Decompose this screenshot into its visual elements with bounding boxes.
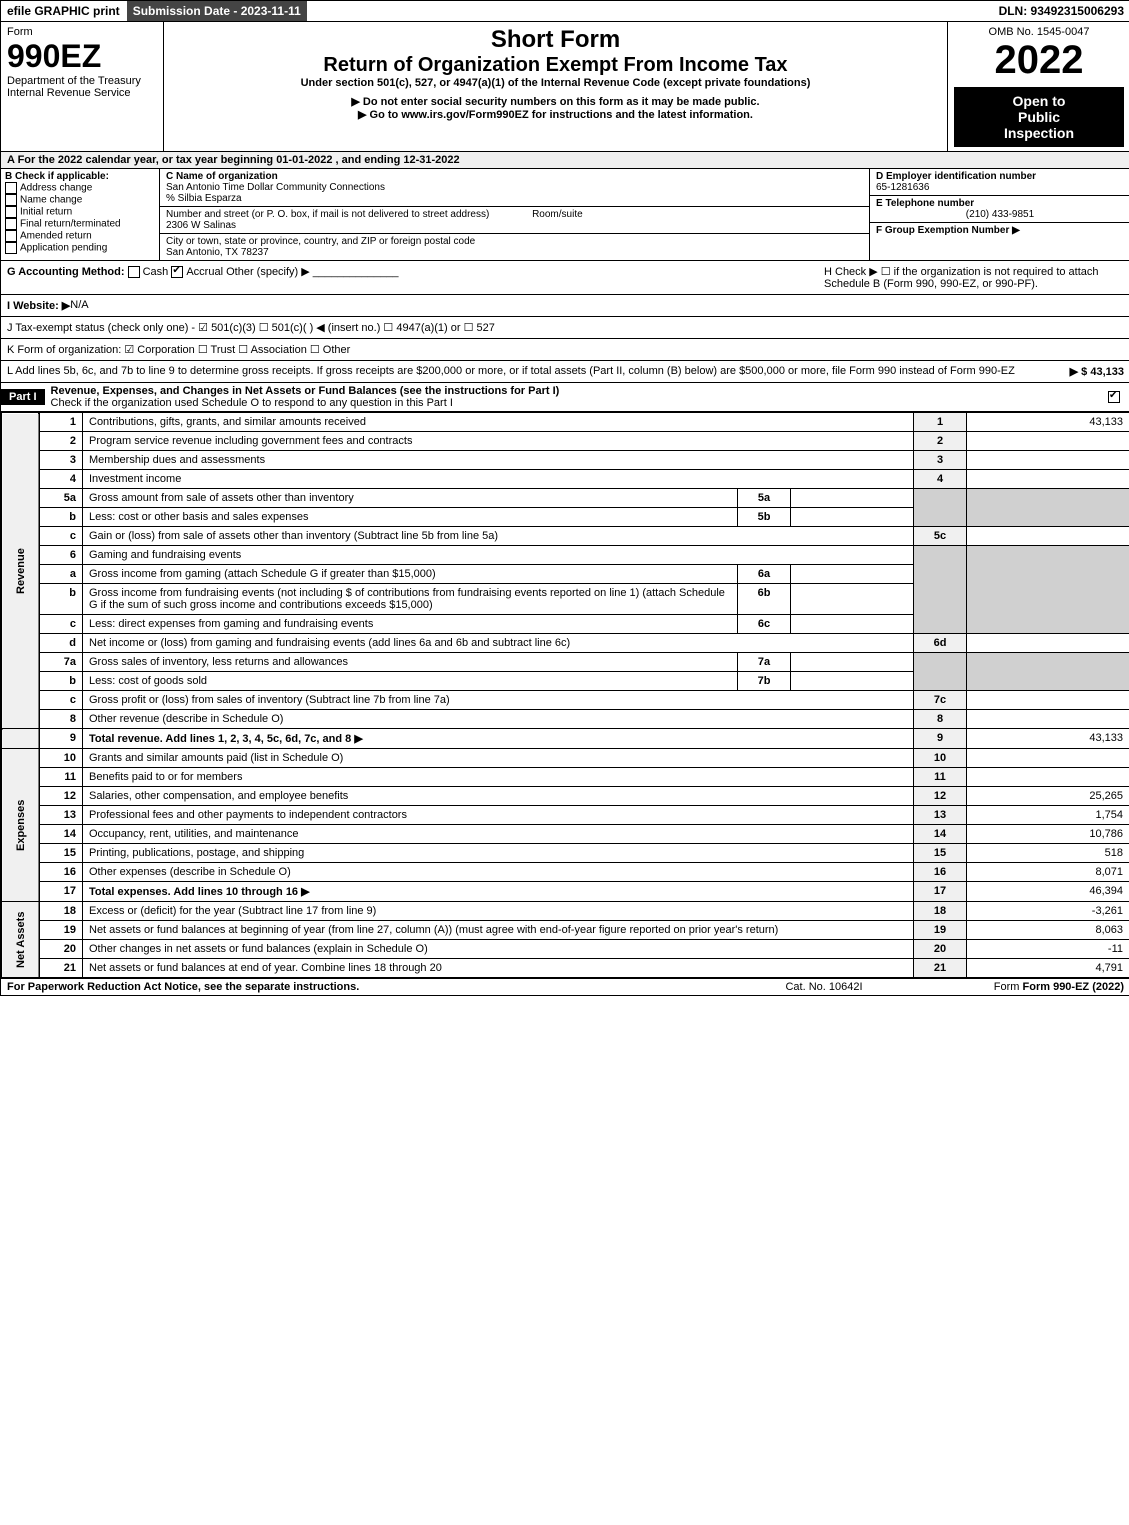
check-address[interactable]: Address change [5,182,155,194]
c-street-block: Number and street (or P. O. box, if mail… [160,207,869,234]
room-label: Room/suite [532,209,583,220]
i-label: I Website: ▶ [7,299,70,312]
c-city-label: City or town, state or province, country… [166,236,475,247]
l-amount: ▶ $ 43,133 [1070,365,1124,378]
col-c: C Name of organization San Antonio Time … [160,169,870,260]
inspection-box: Open to Public Inspection [954,87,1124,147]
title-return: Return of Organization Exempt From Incom… [170,54,941,77]
l-text: L Add lines 5b, 6c, and 7b to line 9 to … [7,365,1070,378]
inspection-line2: Public [960,109,1118,125]
inspection-line3: Inspection [960,125,1118,141]
street-address: 2306 W Salinas [166,220,236,231]
form-word: Form [7,26,157,38]
part1-label: Part I [1,389,45,405]
f-label: F Group Exemption Number ▶ [876,225,1020,236]
col-b: B Check if applicable: Address change Na… [1,169,160,260]
dept-line2: Internal Revenue Service [7,87,157,99]
l-row: L Add lines 5b, 6c, and 7b to line 9 to … [1,361,1129,383]
header-left: Form 990EZ Department of the Treasury In… [1,22,164,151]
submission-date: Submission Date - 2023-11-11 [127,1,308,21]
b-title: B Check if applicable: [5,171,155,182]
e-phone-block: E Telephone number (210) 433-9851 [870,196,1129,223]
ein-value: 65-1281636 [876,182,929,193]
ssn-warning: ▶ Do not enter social security numbers o… [170,95,941,108]
title-short-form: Short Form [170,26,941,54]
header-row: Form 990EZ Department of the Treasury In… [1,22,1129,152]
tax-year: 2022 [954,38,1124,83]
website-value: N/A [70,299,88,312]
check-final[interactable]: Final return/terminated [5,218,155,230]
e-label: E Telephone number [876,198,974,209]
efile-label: efile GRAPHIC print [1,1,127,21]
side-revenue: Revenue [2,413,40,729]
f-group-block: F Group Exemption Number ▶ [870,223,1129,238]
gh-row: G Accounting Method: Cash Accrual Other … [1,261,1129,295]
top-spacer [308,1,993,21]
subtitle: Under section 501(c), 527, or 4947(a)(1)… [170,77,941,89]
c-name-label: C Name of organization [166,171,278,182]
goto-link[interactable]: ▶ Go to www.irs.gov/Form990EZ for instru… [170,108,941,121]
bc-row: B Check if applicable: Address change Na… [1,169,1129,261]
check-initial[interactable]: Initial return [5,206,155,218]
line-num: 1 [39,413,83,432]
schedule-o-checkbox[interactable] [1108,391,1120,403]
check-amended[interactable]: Amended return [5,230,155,242]
phone-value: (210) 433-9851 [876,209,1124,220]
city-state-zip: San Antonio, TX 78237 [166,247,269,258]
footer-right: Form Form 990-EZ (2022) [924,981,1124,993]
form-number: 990EZ [7,38,157,75]
section-a: A For the 2022 calendar year, or tax yea… [1,152,1129,169]
col-d: D Employer identification number 65-1281… [870,169,1129,260]
header-right: OMB No. 1545-0047 2022 Open to Public In… [948,22,1129,151]
i-row: I Website: ▶ N/A [1,295,1129,317]
cash-checkbox[interactable] [128,266,140,278]
line-ref: 1 [914,413,967,432]
c-city-block: City or town, state or province, country… [160,234,869,260]
omb-number: OMB No. 1545-0047 [954,26,1124,38]
side-expenses: Expenses [2,749,40,902]
part1-row: Part I Revenue, Expenses, and Changes in… [1,383,1129,412]
c-name-block: C Name of organization San Antonio Time … [160,169,869,207]
check-name[interactable]: Name change [5,194,155,206]
check-pending[interactable]: Application pending [5,242,155,254]
care-of: % Silbia Esparza [166,193,242,204]
top-bar: efile GRAPHIC print Submission Date - 20… [1,1,1129,22]
footer-mid: Cat. No. 10642I [724,981,924,993]
d-label: D Employer identification number [876,171,1036,182]
part1-title: Revenue, Expenses, and Changes in Net As… [45,383,1108,411]
footer-row: For Paperwork Reduction Act Notice, see … [1,978,1129,995]
d-ein-block: D Employer identification number 65-1281… [870,169,1129,196]
lines-table: Revenue 1 Contributions, gifts, grants, … [1,412,1129,978]
c-street-label: Number and street (or P. O. box, if mail… [166,209,489,220]
line-desc: Contributions, gifts, grants, and simila… [83,413,914,432]
j-row: J Tax-exempt status (check only one) - ☑… [1,317,1129,339]
accrual-checkbox[interactable] [171,266,183,278]
g-label: G Accounting Method: [7,266,125,278]
other-specify: Other (specify) ▶ [226,266,310,278]
footer-left: For Paperwork Reduction Act Notice, see … [7,981,724,993]
dept-line1: Department of the Treasury [7,75,157,87]
g-block: G Accounting Method: Cash Accrual Other … [7,265,824,290]
part1-check: Check if the organization used Schedule … [51,397,453,409]
org-name: San Antonio Time Dollar Community Connec… [166,182,385,193]
inspection-line1: Open to [960,93,1118,109]
line-amount: 43,133 [967,413,1129,432]
dln-label: DLN: 93492315006293 [993,1,1129,21]
header-center: Short Form Return of Organization Exempt… [164,22,948,151]
h-block: H Check ▶ ☐ if the organization is not r… [824,265,1124,290]
k-row: K Form of organization: ☑ Corporation ☐ … [1,339,1129,361]
side-netassets: Net Assets [2,902,40,978]
form-page: efile GRAPHIC print Submission Date - 20… [0,0,1129,996]
